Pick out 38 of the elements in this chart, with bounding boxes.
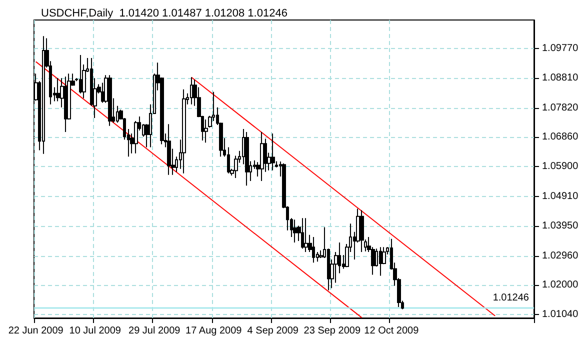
candlestick: [182, 88, 186, 174]
candlestick: [134, 120, 138, 154]
candlestick: [271, 133, 275, 171]
y-tick-label: 1.06860: [542, 132, 579, 143]
candlestick: [64, 76, 67, 133]
chart-title: USDCHF,Daily 1.01420 1.01487 1.01208 1.01246: [41, 8, 288, 20]
y-tick-label: 1.05900: [542, 160, 579, 172]
candlestick: [301, 218, 304, 250]
y-tick-label: 1.03950: [542, 220, 579, 232]
candlestick: [260, 132, 264, 182]
candlestick: [293, 219, 297, 244]
x-tick-label: 10 Jul 2009: [69, 326, 122, 336]
y-tick-label: 1.02960: [542, 250, 579, 262]
y-tick-label: 1.04910: [542, 191, 579, 202]
ref-line-label: 1.01246: [492, 292, 530, 304]
x-tick-label: 12 Oct 2009: [364, 326, 420, 336]
candlestick: [304, 218, 308, 252]
x-tick-label: 17 Aug 2009: [186, 326, 242, 336]
candlestick: [360, 210, 364, 252]
x-tick-label: 23 Sep 2009: [304, 326, 361, 336]
candlestick: [42, 36, 45, 154]
y-tick-label: 1.07820: [542, 102, 579, 114]
x-tick-label: 22 Jun 2009: [8, 326, 64, 336]
y-tick-label: 1.09770: [542, 43, 579, 54]
candlestick: [245, 132, 249, 186]
y-tick-label: 1.02000: [542, 280, 579, 291]
candlestick: [234, 155, 238, 178]
y-tick-label: 1.01040: [542, 308, 579, 320]
candlestick: [312, 236, 315, 264]
candlestick: [190, 76, 193, 105]
candlestick: [79, 54, 82, 94]
candlestick: [167, 124, 171, 176]
y-tick-label: 1.08810: [542, 72, 579, 84]
candlestick: [204, 119, 208, 144]
x-tick-label: 29 Jul 2009: [128, 326, 181, 336]
candlestick: [379, 246, 382, 276]
candlestick: [108, 74, 112, 126]
x-tick-label: 4 Sep 2009: [247, 326, 299, 336]
